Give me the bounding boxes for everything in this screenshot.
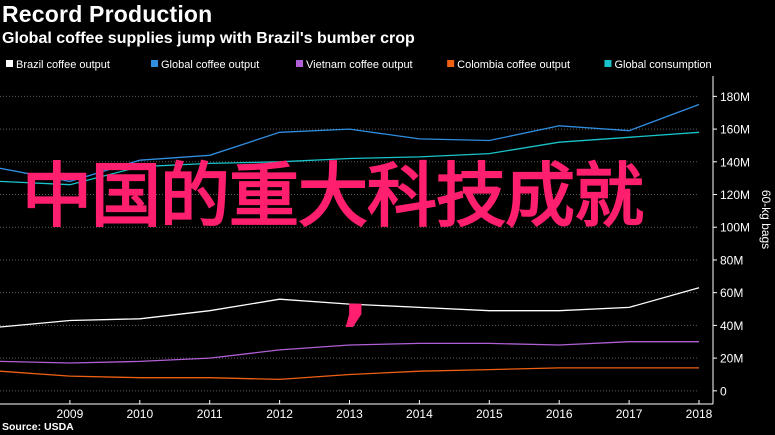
y-axis-label: 60-kg bags [759,190,773,249]
x-tick-label-8: 2017 [616,407,643,421]
series-line-global-consumption [0,131,700,186]
x-tick-label-9: 2018 [686,407,713,421]
series-lines [0,103,700,381]
x-tick-label-0: 2009 [57,407,84,421]
y-tick-label-7: 140M [720,155,750,169]
legend: Brazil coffee output Global coffee output… [6,59,712,71]
legend-label-4: Global consumption [614,59,711,71]
overlay-text: 中国的重大科技成就 [22,155,644,237]
x-tick-label-3: 2012 [266,407,293,421]
legend-label-3: Colombia coffee output [457,59,570,71]
series-line-colombia-coffee-output [0,367,699,381]
source-note: Source: USDA [2,421,74,433]
y-tick-label-5: 100M [720,221,750,235]
series-line-global-coffee-output [0,103,700,183]
x-tick-label-6: 2015 [476,407,503,421]
y-tick-label-6: 120M [720,188,750,202]
y-tick-label-1: 20M [720,352,743,366]
series-line-vietnam-coffee-output [0,341,699,364]
y-tick-label-2: 40M [720,319,743,333]
x-tick-label-4: 2013 [336,407,363,421]
overlay-comma: , [342,252,369,334]
legend-label-0: Brazil coffee output [16,59,110,71]
legend-swatch-2 [296,60,303,67]
x-tick-label-1: 2010 [126,407,153,421]
x-tick-label-5: 2014 [406,407,433,421]
legend-swatch-4 [604,60,612,67]
x-tick-label-2: 2011 [197,407,223,421]
legend-swatch-1 [151,60,158,67]
grid [0,95,699,392]
legend-label-1: Global coffee output [161,59,259,71]
legend-label-2: Vietnam coffee output [306,59,413,71]
axes: 2009 2010 2011 2012 2013 2014 2015 2016 2017 2018… [0,76,750,421]
y-tick-label-3: 60M [720,286,743,300]
chart-subtitle: Global coffee supplies jump with Brazil'… [2,30,415,47]
y-tick-label-8: 160M [720,123,750,137]
legend-swatch-0 [6,60,13,67]
y-tick-label-0: 0 [720,384,727,398]
x-tick-label-7: 2016 [546,407,573,421]
legend-swatch-3 [447,60,455,67]
chart-title: Record Production [2,1,213,27]
y-tick-label-4: 80M [720,253,743,267]
series-line-brazil-coffee-output [0,287,700,328]
y-tick-label-9: 180M [720,90,750,104]
